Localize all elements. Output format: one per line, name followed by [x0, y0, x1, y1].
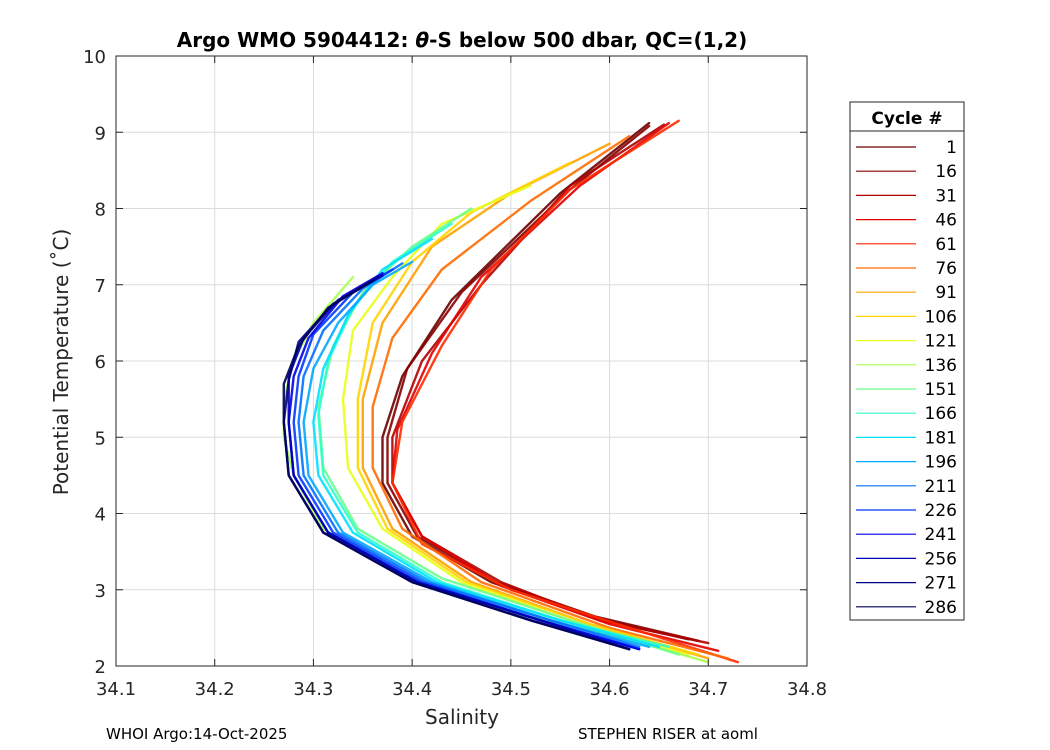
y-tick-label: 3	[95, 581, 106, 602]
x-tick-label: 34.8	[787, 679, 827, 700]
y-axis-ticks: 2 3 4 5 6 7 8 9 10	[83, 47, 807, 678]
series-line-cycle-106	[356, 161, 700, 656]
y-axis-label: Potential Temperature (˚C)	[49, 229, 73, 496]
legend-label-166: 166	[925, 404, 957, 424]
footer-source: WHOI Argo:14-Oct-2025	[106, 725, 288, 743]
title-theta: θ	[415, 28, 429, 52]
legend-title: Cycle #	[871, 109, 942, 129]
x-tick-label: 34.5	[491, 679, 531, 700]
x-axis-label: Salinity	[425, 705, 499, 729]
legend: Cycle # 11631466176911061211361511661811…	[849, 101, 965, 621]
legend-label-196: 196	[925, 453, 957, 473]
legend-label-286: 286	[925, 598, 957, 618]
legend-label-121: 121	[925, 332, 957, 352]
legend-label-61: 61	[935, 235, 957, 255]
legend-label-106: 106	[925, 307, 957, 327]
legend-label-31: 31	[935, 186, 957, 206]
legend-label-241: 241	[925, 525, 957, 545]
series-layer	[282, 119, 740, 664]
x-axis-ticks: 34.1 34.2 34.3 34.4 34.5 34.6 34.7 34.8	[96, 56, 827, 700]
legend-label-151: 151	[925, 380, 957, 400]
x-tick-label: 34.4	[392, 679, 432, 700]
footer-pi: STEPHEN RISER at aoml	[578, 725, 758, 743]
legend-label-211: 211	[925, 477, 957, 497]
legend-label-226: 226	[925, 501, 957, 521]
y-tick-label: 7	[95, 276, 106, 297]
legend-label-46: 46	[935, 211, 957, 231]
legend-label-271: 271	[925, 574, 957, 594]
x-tick-label: 34.7	[688, 679, 728, 700]
y-tick-label: 9	[95, 123, 106, 144]
y-tick-label: 8	[95, 200, 106, 221]
series-line-cycle-286	[282, 279, 631, 651]
series-line-cycle-76	[371, 134, 730, 660]
y-tick-label: 5	[95, 428, 106, 449]
x-tick-label: 34.1	[96, 679, 136, 700]
legend-label-136: 136	[925, 356, 957, 376]
title-suffix: -S below 500 dbar, QC=(1,2)	[429, 28, 747, 52]
legend-label-181: 181	[925, 428, 957, 448]
legend-label-256: 256	[925, 549, 957, 569]
series-line-cycle-61	[391, 119, 740, 664]
y-tick-label: 6	[95, 352, 106, 373]
plot-area: 34.1 34.2 34.3 34.4 34.5 34.6 34.7 34.8 2 3 4 5 6 7 8…	[83, 47, 827, 700]
y-tick-label: 2	[95, 657, 106, 678]
x-tick-label: 34.2	[195, 679, 235, 700]
legend-label-76: 76	[935, 259, 957, 279]
y-tick-label: 10	[83, 47, 106, 68]
legend-label-16: 16	[935, 162, 957, 182]
title-prefix: Argo WMO 5904412:	[177, 28, 416, 52]
series-line-cycle-211	[297, 262, 641, 649]
x-tick-label: 34.3	[293, 679, 333, 700]
chart-title: Argo WMO 5904412: θ-S below 500 dbar, QC…	[177, 28, 747, 52]
y-tick-label: 4	[95, 505, 106, 526]
x-tick-label: 34.6	[590, 679, 630, 700]
legend-items: 1 16 31 46 61 76 91 106 121 136 151 166 181 196 211 226…	[856, 138, 957, 618]
legend-label-91: 91	[935, 283, 957, 303]
legend-label-1: 1	[946, 138, 957, 158]
